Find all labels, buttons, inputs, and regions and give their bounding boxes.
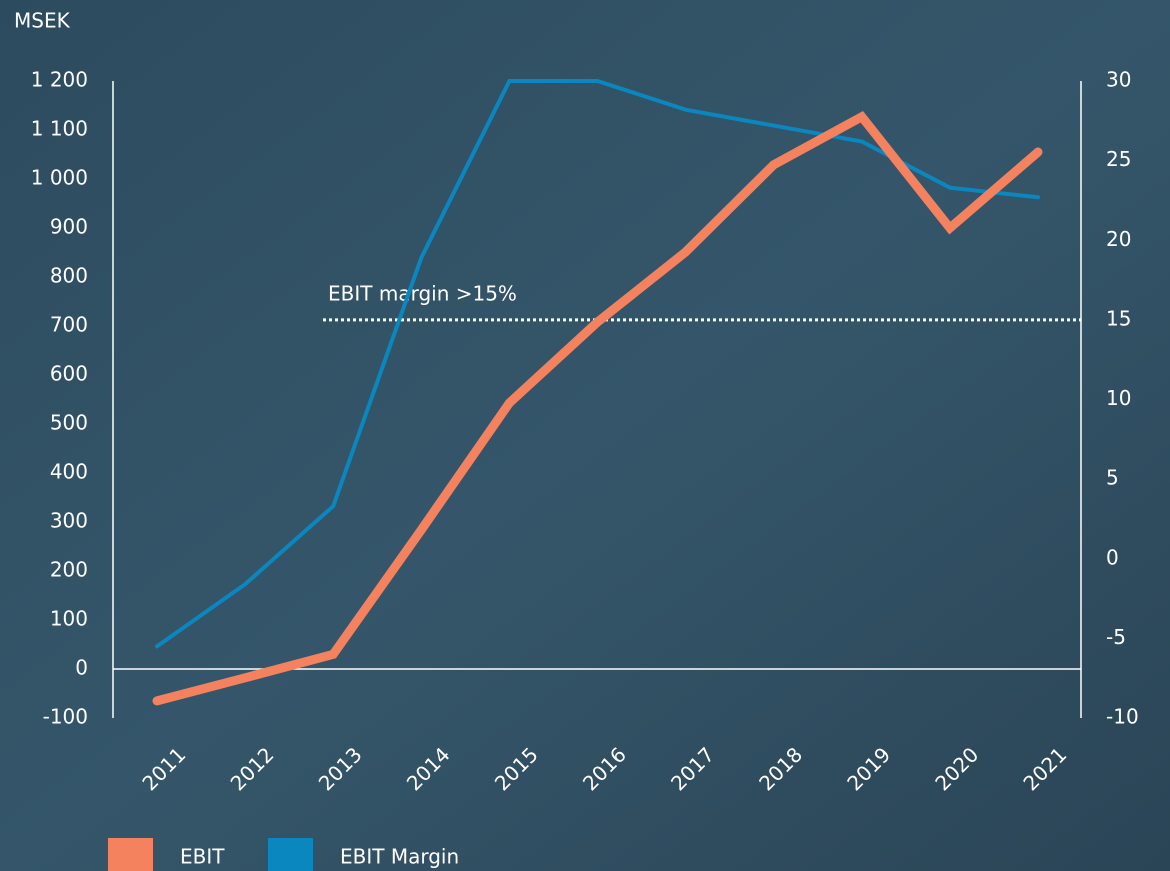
y2-tick-label: 25 [1106, 147, 1131, 171]
y-tick-label: 400 [50, 460, 88, 484]
y-tick-label: 800 [50, 264, 88, 288]
y-tick-label: -100 [43, 705, 88, 729]
y-tick-label: 600 [50, 362, 88, 386]
y-tick-label: 300 [50, 509, 88, 533]
y-tick-label: 0 [75, 656, 88, 680]
legend-swatch [108, 838, 153, 871]
legend-label: EBIT Margin [340, 845, 459, 869]
legend-label: EBIT [180, 845, 225, 869]
legend-swatch [268, 838, 313, 871]
y2-tick-label: 0 [1106, 545, 1119, 569]
y-axis-label: MSEK [14, 9, 71, 33]
y2-tick-label: 20 [1106, 227, 1131, 251]
y-tick-label: 700 [50, 313, 88, 337]
chart: MSEK -10001002003004005006007008009001 0… [0, 0, 1170, 871]
y-tick-label: 900 [50, 215, 88, 239]
y2-tick-label: -10 [1106, 705, 1139, 729]
y2-tick-label: 30 [1106, 68, 1131, 92]
y2-tick-label: -5 [1106, 625, 1126, 649]
y2-tick-label: 15 [1106, 306, 1131, 330]
y-tick-label: 1 100 [31, 117, 88, 141]
y2-tick-label: 10 [1106, 386, 1131, 410]
background [0, 0, 1170, 871]
y-tick-label: 500 [50, 411, 88, 435]
y2-tick-label: 5 [1106, 466, 1119, 490]
reference-label: EBIT margin >15% [328, 281, 517, 305]
y-tick-label: 200 [50, 558, 88, 582]
y-tick-label: 1 200 [31, 68, 88, 92]
y-tick-label: 100 [50, 607, 88, 631]
y-tick-label: 1 000 [31, 166, 88, 190]
